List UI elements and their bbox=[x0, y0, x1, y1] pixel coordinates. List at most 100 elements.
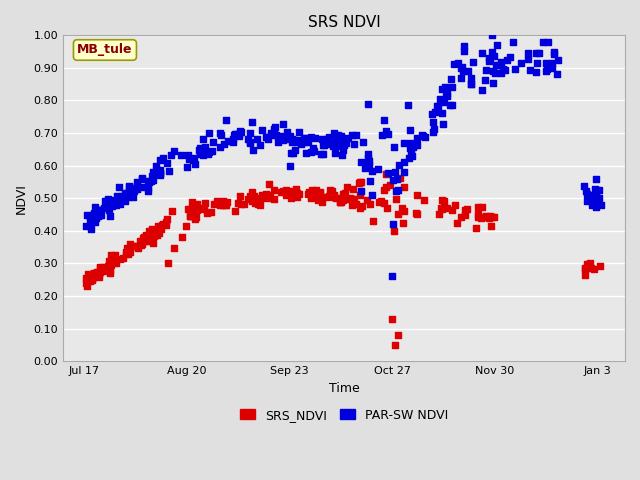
PAR-SW NDVI bbox=[150, 163, 161, 170]
SRS_NDVI bbox=[131, 242, 141, 250]
SRS_NDVI bbox=[169, 245, 179, 252]
PAR-SW NDVI bbox=[484, 58, 495, 65]
SRS_NDVI bbox=[212, 198, 222, 205]
PAR-SW NDVI bbox=[292, 136, 303, 144]
SRS_NDVI bbox=[589, 265, 599, 273]
PAR-SW NDVI bbox=[95, 206, 105, 214]
PAR-SW NDVI bbox=[105, 212, 115, 219]
PAR-SW NDVI bbox=[155, 169, 165, 177]
PAR-SW NDVI bbox=[428, 119, 438, 126]
PAR-SW NDVI bbox=[383, 169, 394, 177]
SRS_NDVI bbox=[323, 192, 333, 200]
PAR-SW NDVI bbox=[116, 196, 127, 204]
SRS_NDVI bbox=[129, 242, 140, 250]
PAR-SW NDVI bbox=[486, 48, 497, 56]
PAR-SW NDVI bbox=[317, 141, 328, 149]
PAR-SW NDVI bbox=[103, 196, 113, 204]
Legend: SRS_NDVI, PAR-SW NDVI: SRS_NDVI, PAR-SW NDVI bbox=[236, 404, 453, 427]
PAR-SW NDVI bbox=[591, 187, 601, 194]
SRS_NDVI bbox=[103, 262, 113, 270]
PAR-SW NDVI bbox=[261, 133, 271, 141]
SRS_NDVI bbox=[326, 191, 337, 199]
SRS_NDVI bbox=[161, 222, 171, 229]
PAR-SW NDVI bbox=[195, 144, 205, 151]
SRS_NDVI bbox=[264, 180, 274, 188]
PAR-SW NDVI bbox=[182, 152, 193, 159]
PAR-SW NDVI bbox=[591, 203, 602, 211]
SRS_NDVI bbox=[345, 194, 355, 202]
PAR-SW NDVI bbox=[364, 161, 374, 169]
PAR-SW NDVI bbox=[391, 188, 401, 195]
SRS_NDVI bbox=[394, 331, 404, 339]
SRS_NDVI bbox=[156, 226, 166, 233]
PAR-SW NDVI bbox=[588, 193, 598, 201]
PAR-SW NDVI bbox=[549, 50, 559, 58]
SRS_NDVI bbox=[124, 249, 134, 256]
PAR-SW NDVI bbox=[329, 129, 339, 136]
SRS_NDVI bbox=[246, 197, 257, 204]
SRS_NDVI bbox=[395, 175, 405, 182]
PAR-SW NDVI bbox=[143, 178, 154, 186]
SRS_NDVI bbox=[335, 198, 345, 206]
SRS_NDVI bbox=[261, 191, 271, 198]
PAR-SW NDVI bbox=[360, 165, 371, 172]
PAR-SW NDVI bbox=[377, 131, 387, 139]
PAR-SW NDVI bbox=[463, 67, 474, 75]
PAR-SW NDVI bbox=[252, 135, 262, 143]
SRS_NDVI bbox=[121, 248, 131, 256]
PAR-SW NDVI bbox=[542, 65, 552, 72]
SRS_NDVI bbox=[99, 265, 109, 273]
SRS_NDVI bbox=[123, 251, 133, 258]
SRS_NDVI bbox=[368, 217, 378, 225]
SRS_NDVI bbox=[281, 191, 291, 199]
SRS_NDVI bbox=[580, 265, 590, 273]
SRS_NDVI bbox=[317, 198, 328, 206]
SRS_NDVI bbox=[82, 278, 92, 286]
SRS_NDVI bbox=[447, 206, 457, 214]
SRS_NDVI bbox=[439, 197, 449, 204]
PAR-SW NDVI bbox=[379, 116, 389, 124]
PAR-SW NDVI bbox=[103, 195, 113, 203]
PAR-SW NDVI bbox=[184, 155, 194, 163]
PAR-SW NDVI bbox=[333, 131, 343, 138]
SRS_NDVI bbox=[328, 193, 339, 201]
SRS_NDVI bbox=[123, 245, 133, 253]
PAR-SW NDVI bbox=[406, 152, 417, 160]
PAR-SW NDVI bbox=[232, 132, 243, 139]
PAR-SW NDVI bbox=[95, 211, 105, 219]
PAR-SW NDVI bbox=[86, 216, 97, 224]
PAR-SW NDVI bbox=[262, 133, 272, 141]
SRS_NDVI bbox=[191, 203, 201, 210]
PAR-SW NDVI bbox=[281, 134, 291, 142]
SRS_NDVI bbox=[183, 205, 193, 213]
PAR-SW NDVI bbox=[91, 214, 101, 222]
SRS_NDVI bbox=[243, 195, 253, 203]
PAR-SW NDVI bbox=[146, 177, 156, 184]
PAR-SW NDVI bbox=[195, 151, 205, 158]
SRS_NDVI bbox=[215, 201, 225, 209]
PAR-SW NDVI bbox=[109, 198, 120, 206]
SRS_NDVI bbox=[105, 269, 115, 276]
SRS_NDVI bbox=[95, 268, 105, 276]
SRS_NDVI bbox=[100, 264, 110, 272]
PAR-SW NDVI bbox=[429, 126, 440, 133]
PAR-SW NDVI bbox=[301, 149, 311, 156]
PAR-SW NDVI bbox=[356, 158, 366, 166]
PAR-SW NDVI bbox=[194, 146, 204, 154]
PAR-SW NDVI bbox=[481, 66, 492, 74]
SRS_NDVI bbox=[362, 197, 372, 204]
SRS_NDVI bbox=[185, 212, 195, 220]
SRS_NDVI bbox=[473, 210, 483, 217]
PAR-SW NDVI bbox=[200, 144, 210, 151]
PAR-SW NDVI bbox=[228, 135, 238, 143]
SRS_NDVI bbox=[304, 188, 314, 195]
PAR-SW NDVI bbox=[127, 193, 138, 201]
PAR-SW NDVI bbox=[388, 220, 399, 228]
SRS_NDVI bbox=[437, 196, 447, 204]
PAR-SW NDVI bbox=[95, 210, 105, 217]
SRS_NDVI bbox=[93, 271, 104, 278]
PAR-SW NDVI bbox=[143, 180, 153, 187]
PAR-SW NDVI bbox=[440, 83, 451, 91]
PAR-SW NDVI bbox=[410, 141, 420, 148]
SRS_NDVI bbox=[310, 192, 321, 200]
